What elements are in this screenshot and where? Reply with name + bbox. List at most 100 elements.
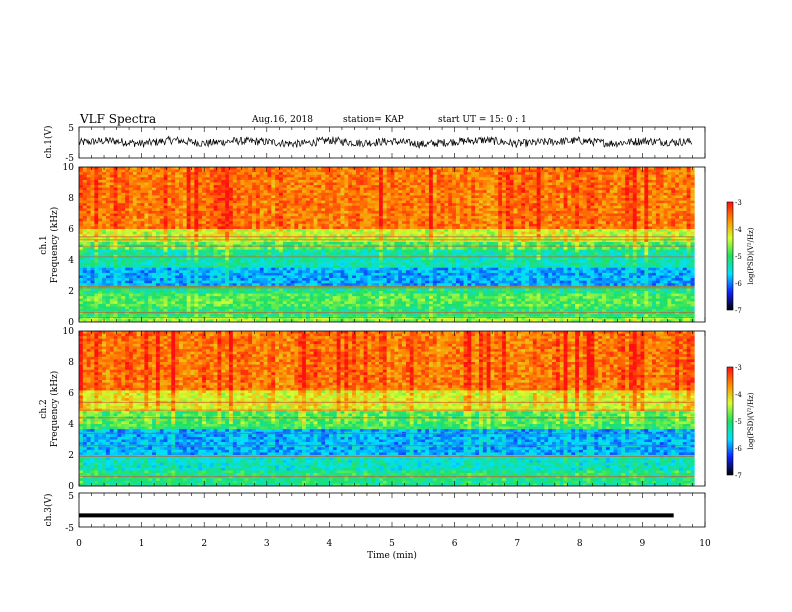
spectrogram-cell — [560, 190, 564, 193]
spectrogram-cell — [294, 183, 298, 186]
spectrogram-cell — [264, 167, 268, 170]
spectrogram-cell — [194, 188, 198, 191]
spectrogram-cell — [441, 172, 445, 175]
spectrogram-cell — [202, 172, 206, 175]
spectrogram-cell — [221, 177, 225, 180]
spectrogram-cell — [237, 193, 241, 196]
spectrogram-cell — [456, 180, 460, 183]
spectrogram-cell — [252, 188, 256, 191]
spectrogram-cell — [191, 175, 195, 178]
spectrogram-cell — [410, 188, 414, 191]
spectrogram-cell — [598, 175, 602, 178]
spectrogram-cell — [437, 180, 441, 183]
spectrogram-cell — [229, 195, 233, 198]
spectrogram-cell — [179, 172, 183, 175]
spectrogram-cell — [579, 172, 583, 175]
spectrogram-cell — [348, 183, 352, 186]
spectrogram-cell — [283, 188, 287, 191]
spectrogram-cell — [464, 185, 468, 188]
spectrogram-cell — [260, 177, 264, 180]
spectrogram-cell — [629, 193, 633, 196]
spectrogram-cell — [448, 188, 452, 191]
spectrogram-cell — [210, 172, 214, 175]
spectrogram-cell — [460, 185, 464, 188]
spectrogram-cell — [341, 188, 345, 191]
spectrogram-cell — [494, 167, 498, 170]
spectrogram-cell — [164, 190, 168, 193]
spectrogram-cell — [291, 183, 295, 186]
spectrogram-cell — [264, 177, 268, 180]
spectrogram-cell — [206, 180, 210, 183]
spectrogram-cell — [502, 188, 506, 191]
spectrogram-cell — [79, 172, 83, 175]
spectrogram-cell — [156, 175, 160, 178]
spectrogram-cell — [233, 175, 237, 178]
spectrogram-cell — [602, 195, 606, 198]
spectrogram-cell — [179, 185, 183, 188]
spectrogram-cell — [241, 185, 245, 188]
spectrogram-cell — [387, 183, 391, 186]
spectrogram-cell — [464, 170, 468, 173]
spectrogram-cell — [464, 190, 468, 193]
spectrogram-cell — [621, 170, 625, 173]
spectrogram-cell — [229, 180, 233, 183]
spectrogram-cell — [110, 170, 114, 173]
spectrogram-cell — [187, 167, 191, 170]
spectrogram-cell — [248, 190, 252, 193]
spectrogram-cell — [637, 177, 641, 180]
spectrogram-cell — [494, 177, 498, 180]
spectrogram-cell — [467, 175, 471, 178]
spectrogram-cell — [194, 193, 198, 196]
spectrogram-cell — [294, 170, 298, 173]
spectrogram-cell — [148, 183, 152, 186]
spectrogram-cell — [294, 172, 298, 175]
spectrogram-cell — [560, 180, 564, 183]
spectrogram-cell — [617, 172, 621, 175]
spectrogram-cell — [537, 177, 541, 180]
spectrogram-cell — [533, 183, 537, 186]
spectrogram-cell — [148, 195, 152, 198]
spectrogram-cell — [491, 167, 495, 170]
spectrogram-cell — [656, 172, 660, 175]
spectrogram-cell — [471, 177, 475, 180]
spectrogram-cell — [637, 185, 641, 188]
spectrogram-cell — [291, 175, 295, 178]
spectrogram-cell — [460, 175, 464, 178]
spectrogram-cell — [660, 172, 664, 175]
spectrogram-cell — [633, 195, 637, 198]
spectrogram-cell — [129, 185, 133, 188]
spectrogram-cell — [156, 193, 160, 196]
spectrogram-cell — [267, 193, 271, 196]
spectrogram-cell — [344, 193, 348, 196]
spectrogram-cell — [660, 170, 664, 173]
spectrogram-cell — [648, 172, 652, 175]
spectrogram-cell — [517, 180, 521, 183]
spectrogram-cell — [402, 185, 406, 188]
spectrogram-cell — [671, 188, 675, 191]
spectrogram-cell — [137, 190, 141, 193]
spectrogram-cell — [321, 172, 325, 175]
spectrogram-cell — [544, 188, 548, 191]
spectrogram-cell — [202, 195, 206, 198]
spectrogram-cell — [541, 190, 545, 193]
spectrogram-cell — [244, 170, 248, 173]
spectrogram-cell — [248, 180, 252, 183]
spectrogram-cell — [591, 175, 595, 178]
spectrogram-cell — [352, 172, 356, 175]
spectrogram-cell — [106, 183, 110, 186]
spectrogram-cell — [475, 170, 479, 173]
spectrogram-cell — [160, 175, 164, 178]
spectrogram-cell — [264, 172, 268, 175]
spectrogram-cell — [675, 185, 679, 188]
spectrogram-cell — [221, 183, 225, 186]
spectrogram-cell — [114, 180, 118, 183]
spectrogram-cell — [117, 185, 121, 188]
spectrogram-cell — [487, 193, 491, 196]
spectrogram-cell — [252, 195, 256, 198]
spectrogram-cell — [291, 177, 295, 180]
spectrogram-cell — [244, 175, 248, 178]
spectrogram-cell — [302, 183, 306, 186]
spectrogram-cell — [648, 167, 652, 170]
spectrogram-cell — [241, 183, 245, 186]
spectrogram-cell — [167, 193, 171, 196]
